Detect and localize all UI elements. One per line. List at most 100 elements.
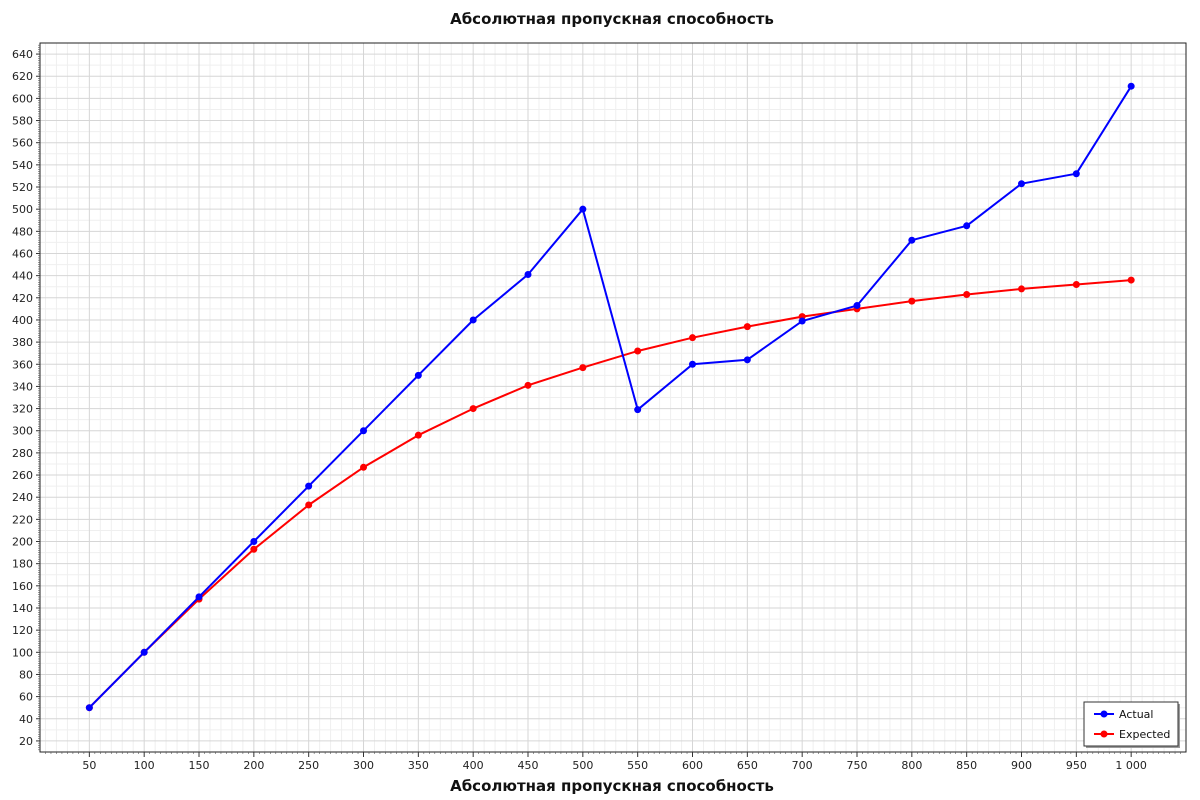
y-tick-label: 560	[12, 137, 33, 150]
y-tick-label: 40	[19, 713, 33, 726]
chart-title: Абсолютная пропускная способность	[450, 10, 774, 28]
x-tick-label: 200	[243, 759, 264, 772]
y-tick-label: 280	[12, 447, 33, 460]
y-tick-label: 140	[12, 602, 33, 615]
data-point-expected	[1127, 276, 1135, 284]
y-tick-label: 620	[12, 70, 33, 83]
x-tick-label: 450	[518, 759, 539, 772]
y-tick-label: 540	[12, 159, 33, 172]
y-axis: 20 40 60 80 100 120 140 160 180 200 220 240 260 280 30…	[12, 44, 40, 751]
legend-label: Expected	[1119, 728, 1170, 741]
legend: Actual Expected	[1083, 701, 1180, 748]
x-tick-label: 50	[82, 759, 96, 772]
data-point-expected	[634, 347, 642, 355]
legend-swatch-marker	[1100, 710, 1108, 718]
y-tick-label: 580	[12, 115, 33, 128]
y-tick-label: 340	[12, 380, 33, 393]
y-tick-label: 260	[12, 469, 33, 482]
data-point-expected	[579, 364, 587, 372]
data-point-actual	[85, 704, 93, 712]
data-point-expected	[1018, 285, 1026, 293]
data-point-expected	[908, 297, 916, 305]
y-tick-label: 360	[12, 358, 33, 371]
x-tick-label: 250	[298, 759, 319, 772]
x-tick-label: 950	[1066, 759, 1087, 772]
legend-label: Actual	[1119, 708, 1153, 721]
y-tick-label: 160	[12, 580, 33, 593]
x-tick-label: 600	[682, 759, 703, 772]
x-tick-label: 500	[572, 759, 593, 772]
legend-item-actual: Actual	[1094, 708, 1153, 721]
y-tick-label: 60	[19, 691, 33, 704]
y-tick-label: 100	[12, 646, 33, 659]
x-tick-label: 800	[901, 759, 922, 772]
y-tick-label: 320	[12, 403, 33, 416]
x-tick-label: 150	[189, 759, 210, 772]
data-point-actual	[798, 317, 806, 325]
y-tick-label: 300	[12, 425, 33, 438]
data-point-expected	[743, 323, 751, 331]
data-point-expected	[469, 405, 477, 413]
y-tick-label: 240	[12, 491, 33, 504]
data-point-actual	[908, 236, 916, 244]
data-point-actual	[524, 271, 532, 279]
y-tick-label: 400	[12, 314, 33, 327]
series-layer	[85, 82, 1135, 712]
data-point-actual	[963, 222, 971, 230]
data-point-actual	[360, 427, 368, 435]
series-actual	[85, 82, 1135, 712]
data-point-expected	[414, 431, 422, 439]
y-tick-label: 520	[12, 181, 33, 194]
x-tick-label: 550	[627, 759, 648, 772]
y-tick-label: 440	[12, 270, 33, 283]
data-point-actual	[305, 482, 313, 490]
data-point-actual	[689, 360, 697, 368]
data-point-actual	[1018, 180, 1026, 188]
data-point-actual	[579, 205, 587, 213]
data-point-actual	[1127, 82, 1135, 90]
x-tick-label: 850	[956, 759, 977, 772]
x-tick-label: 300	[353, 759, 374, 772]
x-tick-label: 750	[847, 759, 868, 772]
data-point-actual	[634, 406, 642, 414]
data-point-actual	[250, 538, 258, 546]
data-point-expected	[305, 501, 313, 509]
legend-swatch-marker	[1100, 730, 1108, 738]
y-tick-label: 220	[12, 513, 33, 526]
x-tick-label: 400	[463, 759, 484, 772]
y-tick-label: 460	[12, 247, 33, 260]
x-tick-label: 900	[1011, 759, 1032, 772]
series-line-actual	[88, 85, 1133, 709]
y-tick-label: 640	[12, 48, 33, 61]
data-point-expected	[360, 463, 368, 471]
legend-item-expected: Expected	[1094, 728, 1170, 741]
data-point-expected	[1072, 281, 1080, 289]
x-tick-label: 350	[408, 759, 429, 772]
data-point-actual	[140, 648, 148, 656]
y-tick-label: 20	[19, 735, 33, 748]
data-point-expected	[524, 381, 532, 389]
y-tick-label: 80	[19, 668, 33, 681]
data-point-actual	[414, 371, 422, 379]
data-point-expected	[689, 334, 697, 342]
y-tick-label: 480	[12, 225, 33, 238]
y-tick-label: 500	[12, 203, 33, 216]
legend-box	[1083, 701, 1179, 747]
y-tick-label: 180	[12, 558, 33, 571]
data-point-expected	[963, 290, 971, 298]
y-tick-label: 200	[12, 536, 33, 549]
y-tick-label: 120	[12, 624, 33, 637]
grid	[40, 42, 1186, 752]
data-point-expected	[250, 545, 258, 553]
data-point-actual	[469, 316, 477, 324]
x-tick-label: 650	[737, 759, 758, 772]
y-tick-label: 420	[12, 292, 33, 305]
x-tick-label: 700	[792, 759, 813, 772]
data-point-actual	[853, 302, 861, 310]
x-tick-label: 100	[134, 759, 155, 772]
x-axis: 50 100 150 200 250 300 350 400 450 500 550 600 650 70…	[45, 752, 1181, 772]
x-axis-label: Абсолютная пропускная способность	[450, 777, 774, 795]
data-point-actual	[743, 356, 751, 364]
